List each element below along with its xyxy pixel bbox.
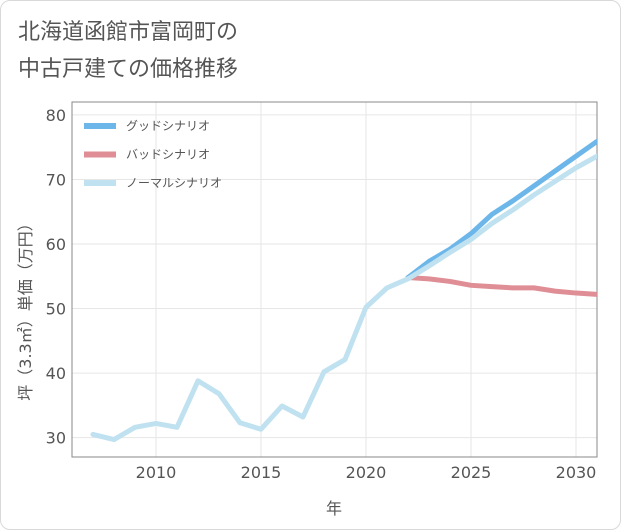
x-tick-label: 2015: [241, 463, 282, 482]
plot-area-frame: [71, 101, 598, 458]
grid-lines: [72, 102, 597, 457]
x-axis-ticks: 2010 2015 2020 2025 2030: [136, 463, 597, 482]
y-tick-label: 30: [46, 429, 66, 448]
y-tick-label: 60: [46, 235, 66, 254]
chart-title: 北海道函館市富岡町の 中古戸建ての価格推移: [18, 14, 238, 88]
y-axis-ticks: 30 40 50 60 70 80: [46, 106, 66, 448]
series-line-2: [90, 153, 597, 443]
chart-title-line-1: 北海道函館市富岡町の: [18, 20, 239, 45]
x-tick-label: 2025: [451, 463, 492, 482]
chart-title-line-2: 中古戸建ての価格推移: [18, 57, 239, 82]
y-tick-label: 70: [46, 170, 66, 189]
y-tick-label: 40: [46, 364, 66, 383]
series-line-0: [405, 138, 597, 281]
legend-label: グッドシナリオ: [126, 119, 210, 133]
series-layer: [90, 138, 597, 443]
x-tick-label: 2020: [346, 463, 387, 482]
series-line-1: [405, 275, 597, 297]
legend-label: ノーマルシナリオ: [126, 176, 222, 190]
legend-label: バッドシナリオ: [126, 148, 210, 162]
y-axis-title: 坪（3.3㎡）単価（万円）: [16, 215, 35, 400]
y-tick-label: 80: [46, 106, 66, 125]
x-tick-label: 2010: [136, 463, 177, 482]
x-axis-title: 年: [326, 499, 342, 518]
x-tick-label: 2030: [556, 463, 597, 482]
y-tick-label: 50: [46, 300, 66, 319]
